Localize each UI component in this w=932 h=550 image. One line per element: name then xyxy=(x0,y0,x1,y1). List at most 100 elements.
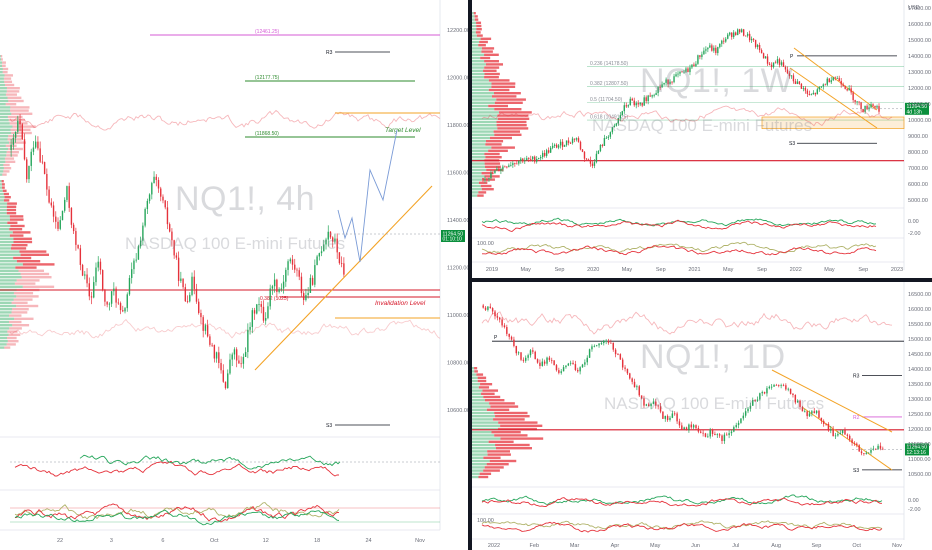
volume-profile-bar-down xyxy=(5,103,17,106)
candle-body xyxy=(621,359,624,368)
pivot-label: P xyxy=(790,54,794,60)
volume-profile-bar-up xyxy=(0,180,2,183)
volume-profile-bar-up xyxy=(472,140,486,143)
candle-body xyxy=(298,270,300,277)
volume-profile-bar-down xyxy=(483,456,501,459)
candle-body xyxy=(665,79,667,83)
candle-body xyxy=(72,224,75,232)
h4-x-tick: Nov xyxy=(415,538,425,544)
candle-body xyxy=(681,71,683,73)
channel-upper xyxy=(771,369,893,433)
candle-body xyxy=(587,159,590,161)
candle-body xyxy=(48,189,50,203)
w1-x-tick: Sep xyxy=(656,267,666,273)
w1-y-tick: 16000.00 xyxy=(908,22,931,28)
h4-x-tick: 24 xyxy=(366,538,372,544)
candle-body xyxy=(714,433,716,435)
candle-body xyxy=(655,93,657,95)
candle-body xyxy=(55,216,57,222)
volume-profile-bar-down xyxy=(487,453,511,456)
candle-body xyxy=(676,413,678,422)
level-label: (11868.50) xyxy=(255,131,279,137)
w1-x-tick: May xyxy=(521,267,532,273)
invalidation-level-annotation: Invalidation Level xyxy=(375,300,426,307)
volume-profile-bar-up xyxy=(472,421,499,424)
volume-profile-bar-up xyxy=(472,149,489,152)
volume-profile-bar-down xyxy=(484,466,504,469)
volume-profile-bar-up xyxy=(0,64,3,67)
volume-profile-bar-up xyxy=(472,178,483,181)
volume-profile-bar-down xyxy=(22,285,55,288)
chart-1w-svg[interactable]: USD 0.236 (14178.50) 0.382 (12807.50) 0.5 (… xyxy=(472,0,932,278)
volume-profile-bar-down xyxy=(8,119,25,122)
candle-body xyxy=(148,194,151,201)
d1-y-tick: 11000.00 xyxy=(908,457,931,463)
volume-profile-bar-down xyxy=(484,60,499,63)
candle-body xyxy=(802,88,805,89)
candle-body xyxy=(296,269,298,271)
volume-profile-bar-down xyxy=(477,376,487,379)
volume-profile-bar-up xyxy=(472,405,491,408)
candle-body xyxy=(168,224,171,232)
level-label: (12461.25) xyxy=(255,29,280,35)
candle-body xyxy=(90,296,93,298)
r3-label: R3 xyxy=(326,50,333,56)
candle-body xyxy=(772,62,775,68)
volume-profile-bar-up xyxy=(472,95,492,98)
candle-body xyxy=(115,288,117,303)
candle-body xyxy=(325,239,327,245)
h4-y-tick: 11600.00 xyxy=(447,171,468,177)
candle-body xyxy=(558,370,560,373)
candle-body xyxy=(862,108,864,112)
candle-body xyxy=(877,445,879,450)
d1-price-tag-time: 12:13:16 xyxy=(907,450,927,456)
vertical-divider[interactable] xyxy=(468,0,472,550)
volume-profile-bar-down xyxy=(7,221,18,224)
volume-profile-bar-down xyxy=(489,136,512,140)
candle-body xyxy=(841,429,844,434)
candle-body xyxy=(852,92,854,101)
chart-panel-1d[interactable]: P R3 R2 S3 11264.50 12:13:16 16500.00 16000.00 1… xyxy=(472,282,932,550)
volume-profile-bar-up xyxy=(0,237,14,240)
candle-body xyxy=(808,413,811,417)
volume-profile-bar-down xyxy=(477,194,484,197)
candle-body xyxy=(340,263,343,264)
candle-body xyxy=(770,386,773,388)
volume-profile-bar-down xyxy=(22,263,55,266)
volume-profile-bar-up xyxy=(0,103,6,106)
candle-body xyxy=(180,278,182,281)
candle-body xyxy=(723,40,725,42)
candle-body xyxy=(701,54,703,57)
candle-body xyxy=(860,451,863,454)
candle-body xyxy=(609,132,612,137)
w1-x-tick: 2019 xyxy=(486,267,498,273)
volume-profile-bar-up xyxy=(472,392,482,395)
chart-panel-1w[interactable]: USD 0.236 (14178.50) 0.382 (12807.50) 0.5 (… xyxy=(472,0,932,278)
volume-profile-bar-up xyxy=(472,76,485,79)
candle-body xyxy=(641,102,643,106)
volume-profile-bar-up xyxy=(472,184,481,188)
volume-profile-bar-down xyxy=(2,71,8,74)
candle-body xyxy=(253,310,256,314)
candle-body xyxy=(227,373,229,389)
chart-panel-4h[interactable]: (12461.25) R3 (12177.75) (11868.50) Target L… xyxy=(0,0,468,550)
volume-profile-bar-up xyxy=(0,173,3,176)
candle-body xyxy=(267,306,269,319)
candle-body xyxy=(681,425,683,430)
volume-profile-bar-down xyxy=(485,63,504,66)
volume-profile-bar-up xyxy=(472,389,483,392)
volume-profile-bar-down xyxy=(14,282,36,285)
volume-profile-bar-up xyxy=(0,336,7,340)
horizontal-divider[interactable] xyxy=(472,278,932,282)
chart-4h-svg[interactable]: (12461.25) R3 (12177.75) (11868.50) Target L… xyxy=(0,0,468,550)
candle-body xyxy=(717,47,719,53)
volume-profile-bar-up xyxy=(0,314,10,317)
candle-body xyxy=(142,225,144,241)
candle-body xyxy=(487,306,489,310)
volume-profile-bar-up xyxy=(472,85,492,88)
candle-body xyxy=(513,339,515,346)
volume-profile-bar-up xyxy=(472,37,481,40)
volume-profile-bar-up xyxy=(0,340,8,343)
volume-profile-bar-up xyxy=(0,263,23,266)
